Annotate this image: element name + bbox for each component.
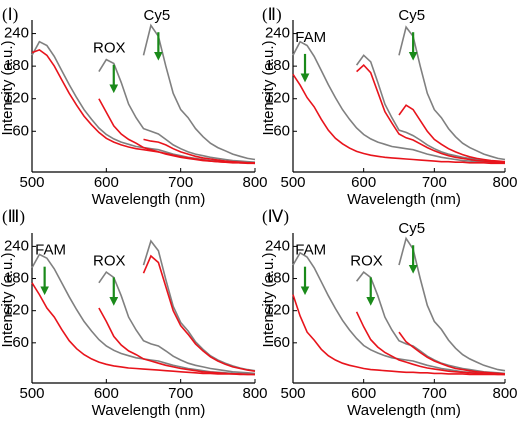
x-tick-label: 700 — [168, 385, 193, 402]
spectrum-line — [142, 23, 256, 161]
y-tick-label: 60 — [273, 122, 290, 139]
y-axis-label: Intensity (a.u.) — [260, 252, 277, 347]
x-tick-label: 500 — [19, 174, 44, 191]
spectrum-line — [398, 104, 506, 163]
spectrum-line — [292, 251, 506, 376]
panel: (Ⅲ) 60 120 180 240 500 600 700 800 Wavelength (nm… — [0, 207, 268, 419]
panel-label: (Ⅳ) — [262, 207, 289, 226]
y-tick-label: 240 — [4, 25, 29, 42]
spectrum-line — [98, 270, 256, 375]
annotation: ROX — [93, 252, 126, 269]
y-tick-label: 60 — [12, 122, 29, 139]
y-axis-label: Intensity (a.u.) — [0, 40, 16, 135]
y-tick-label: 120 — [265, 90, 290, 107]
annotation: FAM — [295, 29, 326, 46]
x-tick-label: 700 — [422, 174, 447, 191]
x-tick-label: 500 — [19, 385, 44, 402]
annotation: Cy5 — [144, 7, 171, 24]
x-axis-label: Wavelength (nm) — [92, 402, 206, 419]
spectrum-line — [292, 294, 505, 376]
y-tick-label: 180 — [4, 57, 29, 74]
spectrum-line — [398, 331, 506, 375]
spectrum-line — [355, 54, 506, 163]
x-tick-label: 700 — [422, 385, 447, 402]
annotation: Cy5 — [398, 220, 425, 237]
y-tick-label: 120 — [4, 90, 29, 107]
spectrum-line — [142, 254, 256, 372]
y-tick-label: 240 — [4, 237, 29, 254]
y-tick-label: 120 — [265, 302, 290, 319]
annotation: FAM — [35, 242, 66, 259]
x-tick-label: 800 — [242, 174, 267, 191]
x-tick-label: 600 — [94, 385, 119, 402]
y-tick-label: 180 — [265, 57, 290, 74]
y-tick-label: 60 — [273, 334, 290, 351]
panel-label: (Ⅱ) — [262, 5, 282, 24]
spectrum-line — [292, 40, 506, 165]
y-tick-label: 180 — [4, 270, 29, 287]
x-tick-label: 600 — [351, 174, 376, 191]
x-axis-label: Wavelength (nm) — [347, 191, 461, 208]
panel: (Ⅱ) 60 120 180 240 500 600 700 800 Wavelength (nm… — [260, 5, 518, 208]
annotation: ROX — [350, 252, 383, 269]
y-tick-label: 240 — [265, 25, 290, 42]
spectrum-line — [143, 138, 255, 164]
x-tick-label: 800 — [492, 385, 517, 402]
panel-label: (Ⅲ) — [2, 207, 25, 226]
y-tick-label: 180 — [265, 270, 290, 287]
spectrum-line — [98, 307, 255, 376]
y-axis-label: Intensity (a.u.) — [0, 252, 16, 347]
spectrum-line — [398, 236, 506, 372]
spectrum-line — [355, 311, 505, 376]
spectrum-line — [98, 58, 256, 163]
spectrum-line — [142, 239, 256, 372]
annotation: ROX — [93, 40, 126, 57]
y-tick-label: 60 — [12, 334, 29, 351]
spectrum-line — [31, 282, 255, 376]
y-tick-label: 240 — [265, 237, 290, 254]
spectrum-line — [355, 270, 506, 375]
spectrum-line — [98, 98, 255, 165]
panel: (Ⅳ) 60 120 180 240 500 600 700 800 Wavelength (nm… — [260, 207, 518, 419]
spectrum-line — [31, 49, 256, 165]
x-tick-label: 500 — [280, 174, 305, 191]
annotation: FAM — [295, 242, 326, 259]
y-axis-label: Intensity (a.u.) — [260, 40, 277, 135]
spectrum-line — [398, 25, 506, 161]
x-tick-label: 800 — [242, 385, 267, 402]
panel-label: (Ⅰ) — [2, 5, 18, 24]
x-tick-label: 600 — [94, 174, 119, 191]
x-tick-label: 700 — [168, 174, 193, 191]
x-tick-label: 800 — [492, 174, 517, 191]
x-axis-label: Wavelength (nm) — [347, 402, 461, 419]
panel: (Ⅰ) 60 120 180 240 500 600 700 800 Wavelength (nm… — [0, 5, 268, 208]
x-axis-label: Wavelength (nm) — [92, 191, 206, 208]
x-tick-label: 600 — [351, 385, 376, 402]
annotation: Cy5 — [398, 7, 425, 24]
y-tick-label: 120 — [4, 302, 29, 319]
x-tick-label: 500 — [280, 385, 305, 402]
spectrum-line — [31, 40, 256, 165]
spectrum-line — [356, 63, 505, 163]
spectrum-line — [292, 73, 505, 165]
